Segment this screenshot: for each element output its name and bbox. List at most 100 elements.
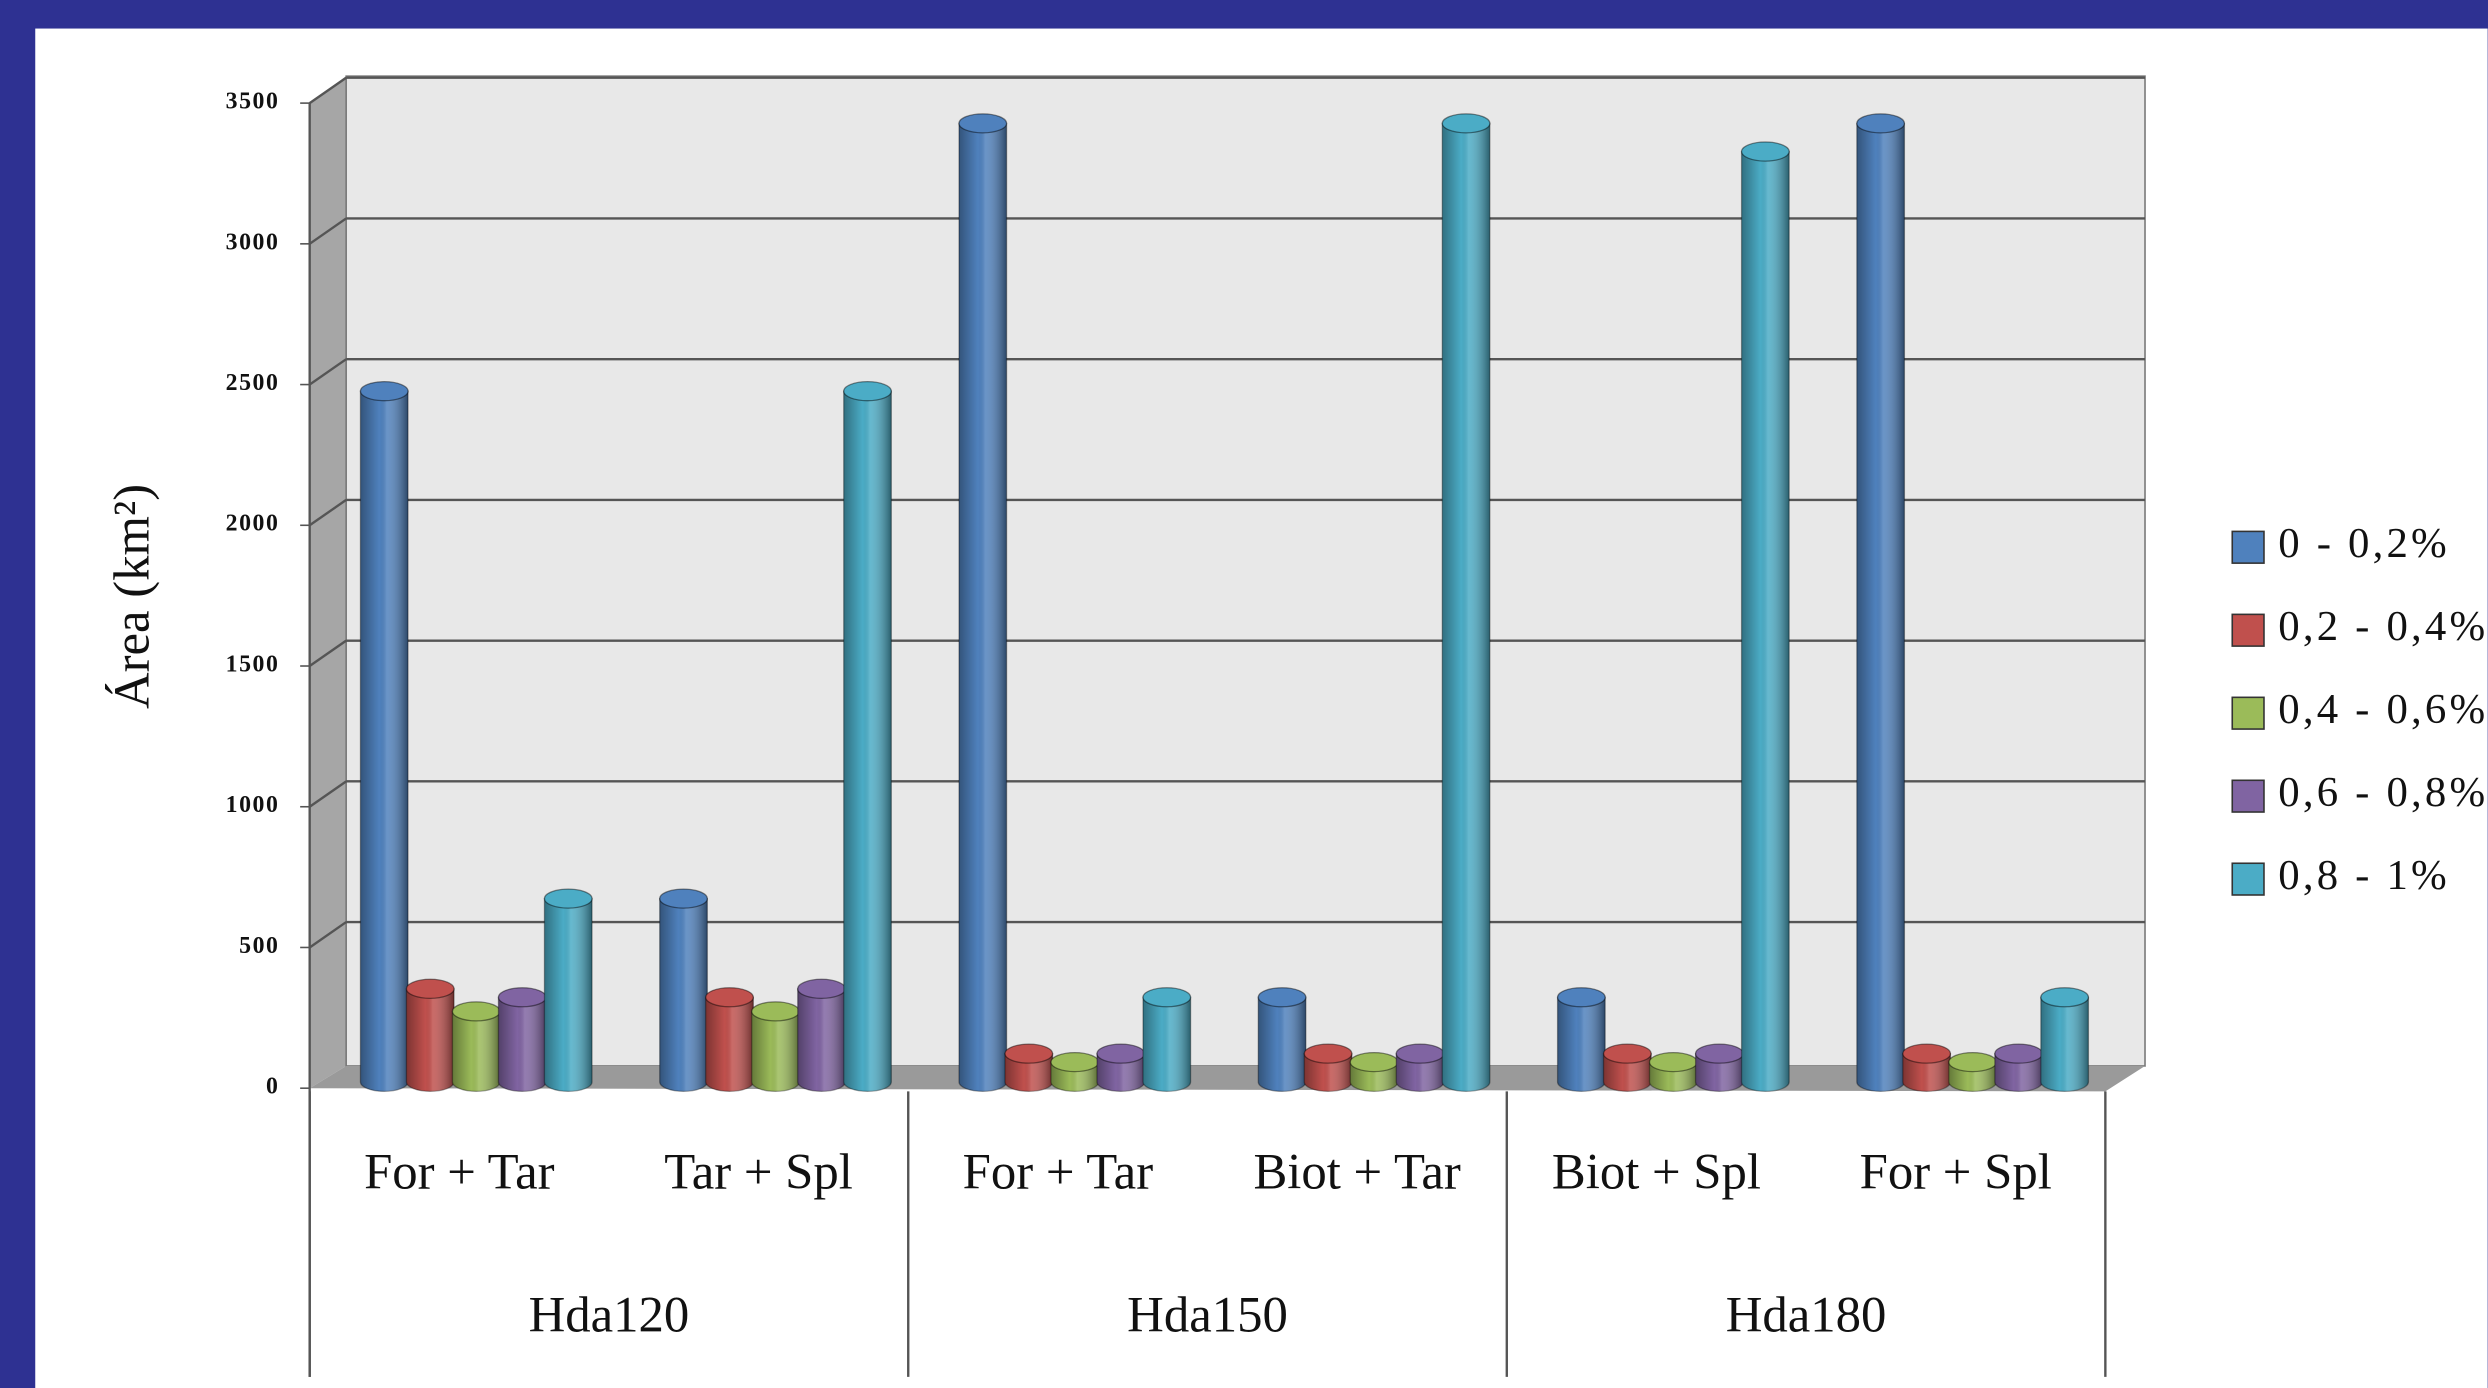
bar-cap [1050,1051,1100,1073]
bar [1856,113,1906,1092]
bar-shade [958,123,1007,1092]
bar [1257,987,1307,1092]
y-tick-label: 3000 [226,229,280,255]
bar [1096,1043,1146,1092]
group-label: Hda180 [1726,1286,1887,1342]
bar-cap [1257,987,1307,1008]
bar-cap [405,978,455,999]
bar-cap [1142,987,1192,1008]
bar [543,888,593,1092]
bar-shade [1097,1053,1145,1092]
bar [1441,113,1491,1092]
bar-cap [497,987,547,1008]
bar-shade [1143,997,1191,1092]
bar [751,1001,800,1092]
bar-shade [1994,1053,2043,1092]
bar [1994,1043,2044,1092]
bar-shade [1856,123,1905,1092]
bar [359,381,409,1092]
bar-shade [406,988,455,1092]
bar [405,978,455,1092]
bar [1004,1043,1054,1092]
bar-cap [543,888,593,909]
bar-cap [1096,1043,1146,1064]
grid-line [308,921,347,949]
bar-shade [1004,1053,1053,1092]
bar-cap [359,381,409,402]
legend-label: 0 - 0,2% [2278,520,2450,567]
bar-cap [1441,113,1491,134]
grid-line [308,498,347,527]
bar-shade [705,997,754,1092]
bar-shade [1695,1053,1744,1092]
y-tick-label: 500 [239,933,279,959]
bar-shade [1396,1053,1444,1092]
bar [1948,1051,1998,1092]
bar-cap [1395,1043,1445,1064]
legend-swatch [2231,530,2265,564]
bar-shade [1258,997,1306,1092]
bar-cap [843,381,892,402]
legend-label: 0,4 - 0,6% [2278,686,2488,733]
bar-cap [705,987,754,1008]
y-axis-label: Área (km²) [103,484,159,709]
bar [1142,987,1192,1092]
x-tick-label: Tar + Spl [664,1144,853,1200]
group-label: Hda150 [1127,1286,1288,1342]
back-wall [345,75,2146,1067]
bar [1740,141,1790,1092]
y-tick-label: 3500 [226,89,280,115]
bar-cap [1994,1043,2044,1064]
bar [1050,1051,1100,1092]
legend-label: 0,6 - 0,8% [2278,769,2488,816]
bar [451,1001,501,1092]
legend-swatch [2231,696,2265,730]
bar-shade [544,898,593,1092]
grid-line [308,358,347,386]
bar [1694,1043,1744,1092]
bar-cap [659,888,708,909]
legend-swatch [2231,613,2265,647]
bar-cap [1303,1043,1353,1064]
bar-cap [1902,1043,1952,1064]
bar-shade [751,1011,800,1092]
bar-shade [797,988,846,1092]
bar-cap [1694,1043,1744,1064]
x-tick-label: Biot + Tar [1253,1144,1460,1200]
grid-line [308,76,347,105]
y-tick-label: 2000 [226,511,280,537]
bar-cap [1948,1051,1998,1073]
grid-line [308,639,347,667]
bar [1349,1051,1399,1092]
grid-line [308,780,347,808]
bar [497,987,547,1092]
legend-swatch [2231,779,2265,813]
y-tick-label: 1000 [226,792,280,818]
bar-cap [1004,1043,1054,1064]
bar-cap [1556,987,1606,1008]
bar [958,113,1008,1092]
legend-swatch [2231,862,2265,896]
bar-shade [1442,123,1490,1092]
bar-shade [1603,1053,1652,1092]
bar-shade [2040,997,2089,1092]
bar-cap [1740,141,1790,162]
y-tick-label: 1500 [226,651,280,677]
bar-shade [843,391,892,1092]
y-tick-label: 2500 [226,370,280,396]
bar [1556,987,1606,1092]
bar-shade [1557,997,1606,1092]
bar [705,987,754,1092]
bar-shade [659,898,708,1092]
group-label: Hda120 [529,1286,690,1342]
bar [659,888,708,1092]
legend-label: 0,2 - 0,4% [2278,603,2488,650]
bar-cap [2040,987,2090,1008]
x-tick-label: Biot + Spl [1552,1144,1761,1200]
legend-label: 0,8 - 1% [2278,852,2450,899]
bar [2040,987,2090,1092]
bar-shade [498,997,547,1092]
bar-cap [1648,1051,1698,1073]
